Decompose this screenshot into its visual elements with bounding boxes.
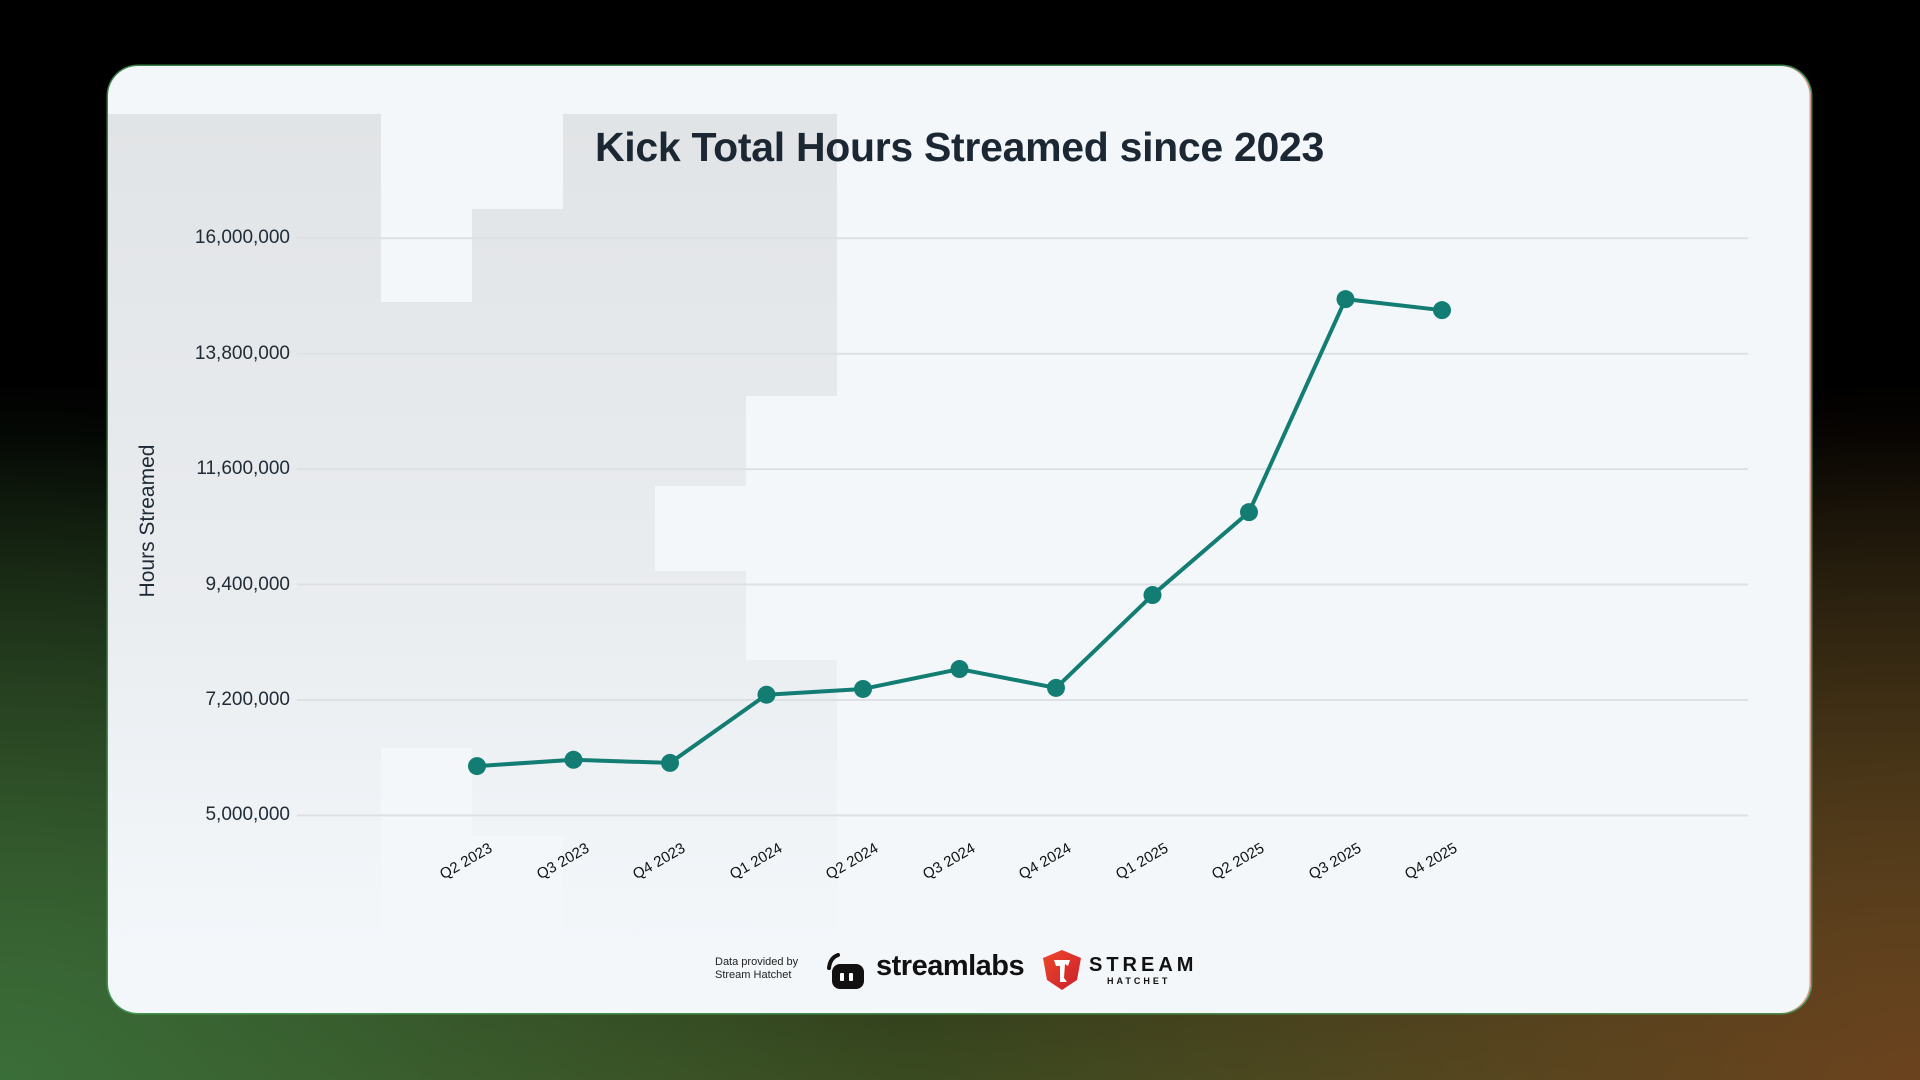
chart-card: Kick Total Hours Streamed since 2023 Hou… (108, 66, 1811, 1013)
credit-line-2: Stream Hatchet (715, 969, 792, 981)
data-point[interactable] (1433, 301, 1451, 320)
data-point[interactable] (468, 757, 486, 776)
series-line (476, 297, 1443, 769)
y-tick-label: 7,200,000 (205, 688, 290, 710)
data-point[interactable] (1336, 290, 1355, 309)
data-point[interactable] (661, 753, 679, 772)
y-tick-label: 16,000,000 (194, 227, 290, 249)
data-point[interactable] (854, 679, 872, 698)
chart-title: Kick Total Hours Streamed since 2023 (594, 124, 1325, 170)
y-tick-label: 11,600,000 (196, 458, 290, 480)
streamlabs-wordmark: streamlabs (876, 950, 1025, 982)
data-point[interactable] (950, 660, 969, 679)
data-point[interactable] (757, 685, 776, 704)
line-plot (297, 237, 1748, 817)
stream-hatchet-wordmark-sub: HATCHET (1107, 976, 1171, 986)
data-point[interactable] (564, 750, 583, 769)
stream-hatchet-wordmark: STREAM (1089, 954, 1198, 976)
credit-line-1: Data provided by (715, 956, 799, 968)
data-point[interactable] (1240, 503, 1258, 522)
y-tick-label: 13,800,000 (194, 342, 290, 364)
streamlabs-logo-icon (827, 953, 864, 989)
data-point[interactable] (1143, 586, 1162, 605)
y-tick-label: 9,400,000 (205, 573, 290, 595)
y-tick-label: 5,000,000 (205, 804, 290, 826)
stream-hatchet-logo-icon (1043, 950, 1081, 990)
footer: Data provided by Stream Hatchet streamla… (108, 948, 1811, 1008)
data-point[interactable] (1047, 678, 1065, 697)
data-credit: Data provided by Stream Hatchet (715, 956, 798, 982)
